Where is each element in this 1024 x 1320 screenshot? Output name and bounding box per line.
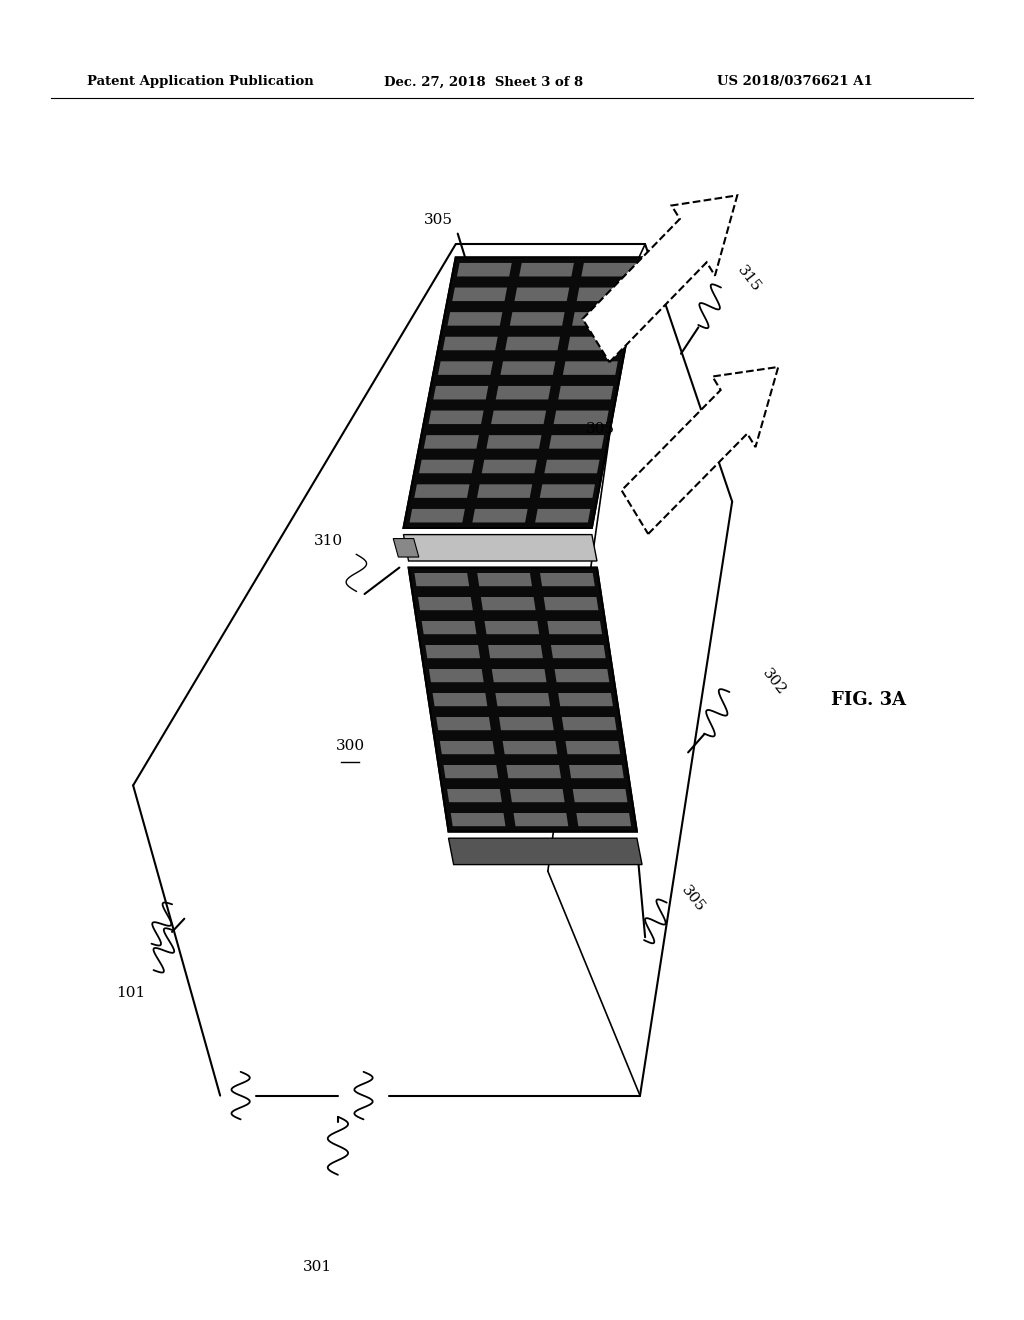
- Polygon shape: [428, 411, 483, 424]
- Text: 315: 315: [735, 264, 764, 296]
- Polygon shape: [436, 717, 490, 730]
- Polygon shape: [549, 436, 604, 449]
- Polygon shape: [496, 693, 550, 706]
- Polygon shape: [572, 312, 627, 326]
- Polygon shape: [403, 535, 597, 561]
- Polygon shape: [513, 813, 568, 826]
- Polygon shape: [503, 741, 557, 754]
- Text: 305: 305: [424, 214, 453, 227]
- Polygon shape: [555, 669, 609, 682]
- Polygon shape: [554, 411, 608, 424]
- Polygon shape: [432, 693, 487, 706]
- Polygon shape: [451, 813, 506, 826]
- Text: 301: 301: [303, 1261, 332, 1274]
- Text: 305: 305: [679, 883, 708, 915]
- Text: US 2018/0376621 A1: US 2018/0376621 A1: [717, 75, 872, 88]
- Polygon shape: [457, 263, 512, 276]
- Polygon shape: [453, 288, 507, 301]
- Polygon shape: [419, 459, 474, 474]
- Text: Dec. 27, 2018  Sheet 3 of 8: Dec. 27, 2018 Sheet 3 of 8: [384, 75, 583, 88]
- Polygon shape: [558, 385, 613, 400]
- Polygon shape: [514, 288, 569, 301]
- Polygon shape: [572, 789, 628, 803]
- Polygon shape: [415, 573, 469, 586]
- Polygon shape: [492, 411, 546, 424]
- Polygon shape: [429, 669, 483, 682]
- Polygon shape: [577, 813, 631, 826]
- Text: 302: 302: [760, 667, 788, 698]
- Polygon shape: [577, 288, 632, 301]
- Polygon shape: [477, 573, 532, 586]
- Polygon shape: [501, 362, 555, 375]
- Polygon shape: [496, 385, 551, 400]
- Polygon shape: [569, 766, 624, 779]
- Polygon shape: [433, 385, 488, 400]
- Polygon shape: [442, 337, 498, 350]
- Text: FIG. 3A: FIG. 3A: [831, 690, 906, 709]
- Polygon shape: [443, 766, 499, 779]
- Polygon shape: [510, 789, 564, 803]
- Polygon shape: [488, 645, 543, 659]
- Polygon shape: [545, 459, 599, 474]
- Polygon shape: [486, 436, 542, 449]
- Polygon shape: [551, 645, 605, 659]
- Polygon shape: [544, 597, 598, 610]
- Polygon shape: [472, 510, 527, 523]
- Polygon shape: [438, 362, 493, 375]
- Polygon shape: [492, 669, 547, 682]
- Polygon shape: [565, 741, 621, 754]
- Polygon shape: [567, 337, 623, 350]
- Polygon shape: [447, 789, 502, 803]
- Polygon shape: [484, 620, 540, 634]
- Polygon shape: [506, 766, 561, 779]
- Polygon shape: [540, 484, 595, 498]
- Polygon shape: [410, 510, 465, 523]
- Polygon shape: [510, 312, 564, 326]
- Polygon shape: [393, 539, 419, 557]
- Polygon shape: [422, 620, 476, 634]
- Polygon shape: [409, 568, 637, 832]
- Polygon shape: [582, 263, 636, 276]
- Polygon shape: [536, 510, 591, 523]
- Polygon shape: [547, 620, 602, 634]
- Polygon shape: [622, 367, 778, 535]
- Polygon shape: [481, 459, 537, 474]
- Polygon shape: [424, 436, 479, 449]
- Text: Patent Application Publication: Patent Application Publication: [87, 75, 313, 88]
- Text: 310: 310: [314, 535, 343, 548]
- Polygon shape: [499, 717, 554, 730]
- Text: 101: 101: [116, 986, 145, 999]
- Polygon shape: [562, 717, 616, 730]
- Polygon shape: [449, 838, 642, 865]
- Polygon shape: [558, 693, 613, 706]
- Polygon shape: [447, 312, 503, 326]
- Polygon shape: [505, 337, 560, 350]
- Text: 305: 305: [586, 422, 614, 436]
- Polygon shape: [415, 484, 470, 498]
- Polygon shape: [583, 195, 737, 362]
- Polygon shape: [563, 362, 617, 375]
- Polygon shape: [481, 597, 536, 610]
- Polygon shape: [519, 263, 573, 276]
- Polygon shape: [440, 741, 495, 754]
- Polygon shape: [425, 645, 480, 659]
- Polygon shape: [403, 257, 642, 528]
- Polygon shape: [418, 597, 473, 610]
- Polygon shape: [540, 573, 595, 586]
- Polygon shape: [477, 484, 532, 498]
- Text: 300: 300: [336, 739, 365, 752]
